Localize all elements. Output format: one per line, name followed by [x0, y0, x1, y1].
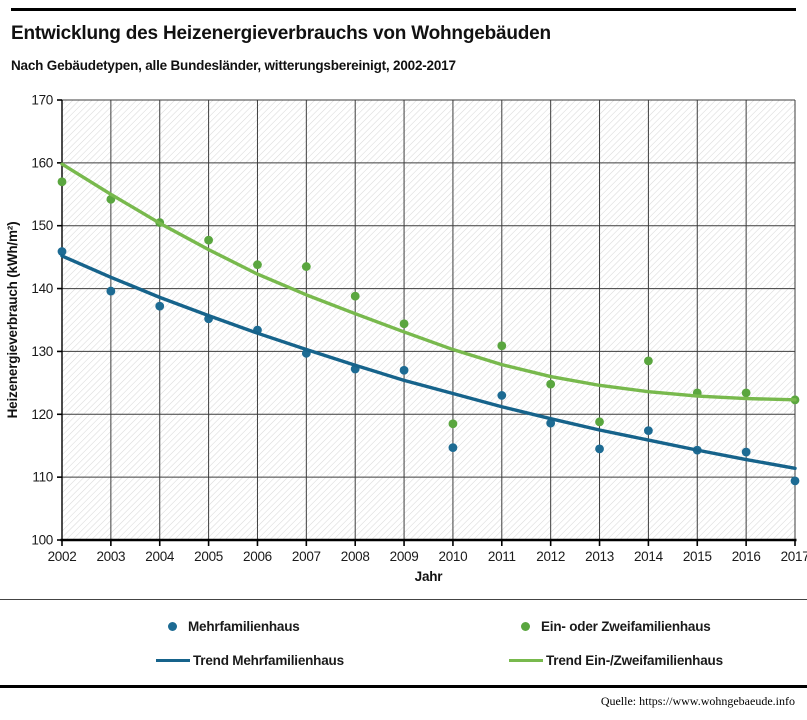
y-tick-label: 120	[31, 406, 53, 421]
x-tick-label: 2012	[536, 549, 565, 564]
x-tick-label: 2003	[96, 549, 125, 564]
data-point	[448, 442, 458, 452]
plot-area-hatch-background	[62, 99, 795, 540]
data-point	[546, 379, 556, 389]
legend-item-ein-zweifamilienhaus: Ein- oder Zweifamilienhaus	[509, 612, 807, 642]
data-point	[595, 443, 604, 453]
data-point	[399, 318, 409, 328]
x-tick-label: 2004	[145, 549, 175, 564]
data-point	[399, 365, 409, 375]
x-tick-label: 2013	[585, 549, 614, 564]
x-tick-label: 2006	[243, 549, 272, 564]
y-tick-label: 150	[31, 218, 53, 233]
x-tick-label: 2002	[48, 549, 77, 564]
trend-line-trend-mehrfamilienhaus	[60, 253, 797, 470]
x-tick-label: 2015	[683, 549, 712, 564]
trend-ein-zweifamilienhaus-line-marker-icon	[509, 658, 543, 663]
page-title: Entwicklung des Heizenergieverbrauchs vo…	[11, 22, 551, 44]
data-point	[155, 301, 165, 311]
legend-label-ein-zweifamilienhaus: Ein- oder Zweifamilienhaus	[541, 619, 711, 634]
data-point	[741, 447, 751, 456]
x-axis-title: Jahr	[415, 569, 444, 584]
x-tick-label: 2010	[439, 549, 468, 564]
legend-label-trend-mehrfamilienhaus: Trend Mehrfamilienhaus	[193, 653, 344, 668]
scatter-series-mehrfamilienhaus	[57, 246, 800, 485]
legend-item-trend-ein-zweifamilienhaus: Trend Ein-/Zweifamilienhaus	[509, 646, 807, 676]
trend-line-trend-ein-zweifamilienhaus	[60, 161, 797, 402]
legend-item-mehrfamilienhaus: Mehrfamilienhaus	[156, 612, 509, 642]
data-point	[253, 259, 262, 269]
data-point	[644, 355, 653, 365]
x-tick-label: 2017	[781, 549, 807, 564]
x-tick-label: 2016	[732, 549, 761, 564]
legend-item-trend-mehrfamilienhaus: Trend Mehrfamilienhaus	[156, 646, 509, 676]
data-point	[644, 425, 653, 435]
data-point	[204, 235, 214, 245]
x-tick-label: 2008	[341, 549, 370, 564]
gridlines	[61, 99, 796, 540]
y-axis: 100 110 120 130 140 150 160 170	[31, 92, 63, 547]
x-axis: 2002 2003 2004 2005 2006 2007 2008 2009 2010 2011…	[48, 538, 807, 564]
data-point	[448, 418, 458, 428]
data-point	[595, 416, 604, 426]
y-tick-label: 110	[32, 469, 53, 484]
legend-label-mehrfamilienhaus: Mehrfamilienhaus	[188, 619, 300, 634]
y-axis-title: Heizenergieverbrauch (kWh/m²)	[5, 221, 20, 418]
data-point	[497, 390, 507, 400]
data-point	[741, 388, 751, 397]
source-attribution: Quelle: https://www.wohngebaeude.info	[600, 693, 795, 708]
heating-energy-consumption-chart: 100 110 120 130 140 150 160 170 2002 2003 2004 2005…	[5, 92, 807, 584]
top-rule	[11, 8, 796, 11]
data-point	[497, 340, 507, 350]
page-subtitle: Nach Gebäudetypen, alle Bundesländer, wi…	[11, 57, 456, 73]
legend-label-trend-ein-zweifamilienhaus: Trend Ein-/Zweifamilienhaus	[546, 653, 723, 668]
y-tick-label: 170	[31, 92, 53, 107]
y-tick-label: 160	[31, 155, 53, 170]
legend-grid: Mehrfamilienhaus Ein- oder Zweifamilienh…	[156, 612, 807, 676]
data-point	[57, 246, 67, 256]
data-point	[106, 286, 116, 295]
mehrfamilienhaus-dot-marker-icon	[168, 622, 177, 631]
y-tick-label: 130	[31, 343, 53, 358]
x-tick-label: 2014	[634, 549, 664, 564]
chart-legend: Mehrfamilienhaus Ein- oder Zweifamilienh…	[0, 598, 807, 688]
data-point	[301, 261, 311, 271]
x-tick-label: 2009	[390, 549, 419, 564]
data-point	[350, 291, 360, 301]
data-point	[57, 176, 67, 186]
scatter-series-ein-oder-zweifamilienhaus	[57, 176, 800, 428]
x-tick-label: 2005	[194, 549, 223, 564]
trend-mehrfamilienhaus-line-marker-icon	[156, 658, 190, 663]
y-tick-label: 140	[31, 281, 53, 296]
x-tick-label: 2007	[292, 549, 321, 564]
data-point	[790, 476, 800, 485]
y-tick-label: 100	[31, 532, 53, 547]
ein-zweifamilienhaus-dot-marker-icon	[521, 622, 530, 631]
x-tick-label: 2011	[488, 549, 516, 564]
